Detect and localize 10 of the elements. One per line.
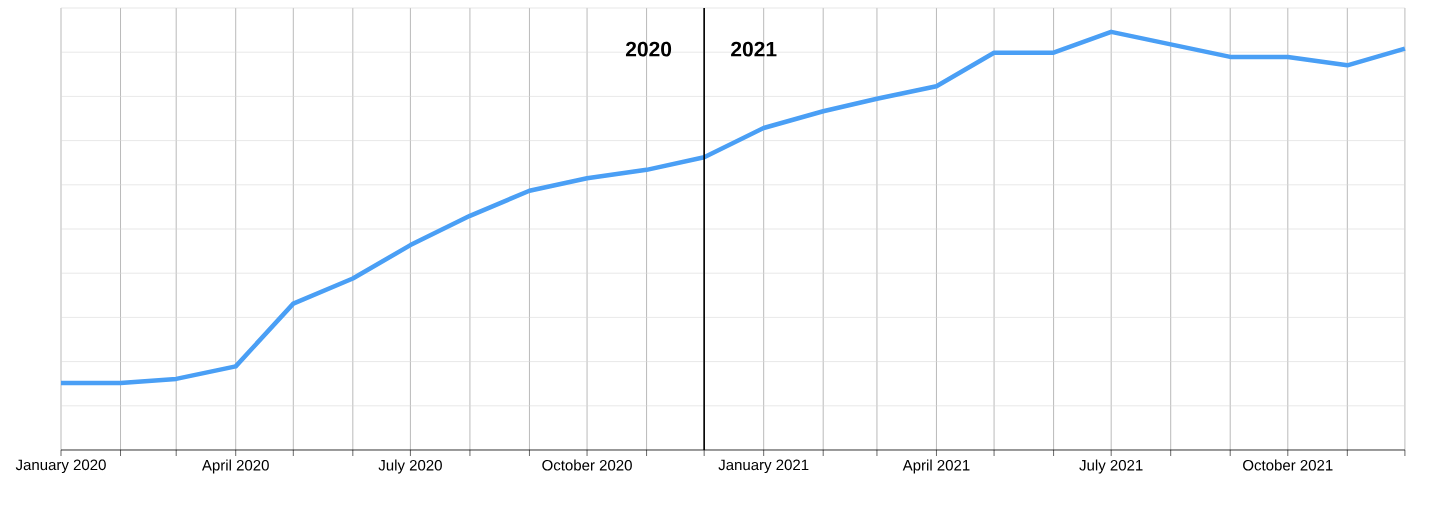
x-tick-label: October 2021 bbox=[1243, 459, 1333, 471]
annotation: 2020 bbox=[625, 41, 672, 57]
x-tick-label: January 2021 bbox=[718, 459, 809, 474]
x-tick-label: July 2020 bbox=[378, 459, 442, 474]
x-tick-label: April 2021 bbox=[902, 459, 970, 474]
annotation: 2021 bbox=[731, 41, 777, 57]
x-tick-label: April 2020 bbox=[201, 459, 269, 474]
x-tick-label: July 2021 bbox=[1079, 459, 1143, 474]
x-tick-label: January 2020 bbox=[15, 459, 106, 474]
x-tick-label: October 2020 bbox=[542, 459, 632, 471]
